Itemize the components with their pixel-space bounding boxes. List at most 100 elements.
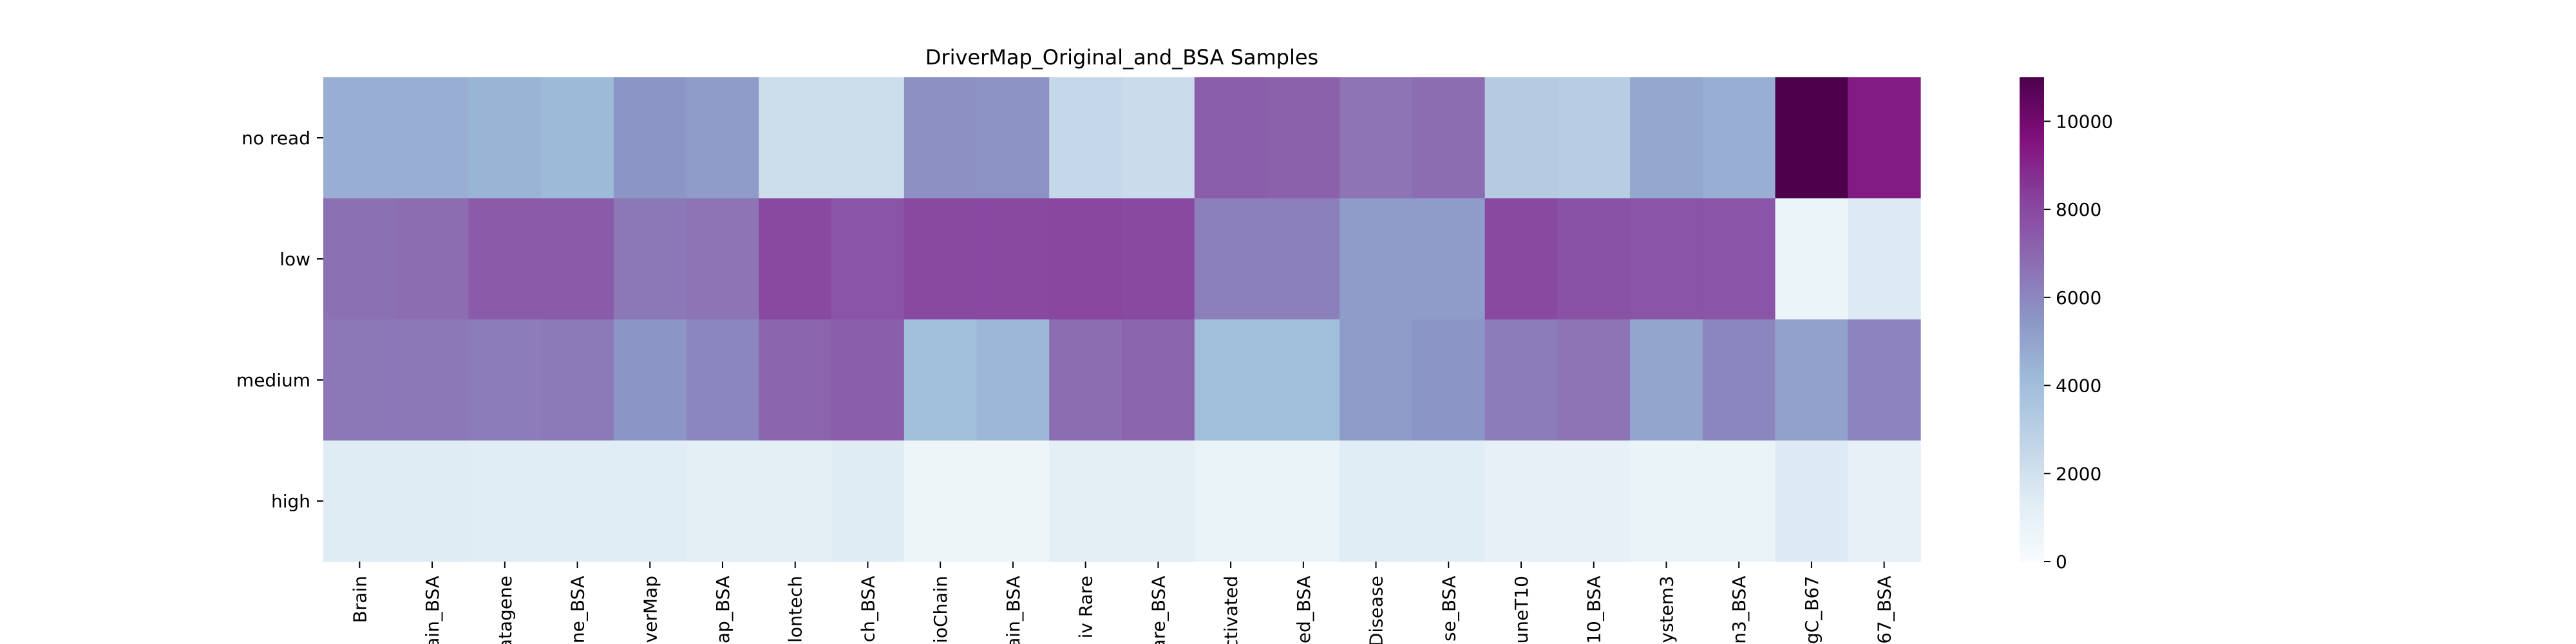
column-label: uneT10 <box>1511 576 1532 643</box>
row-label: high <box>271 491 310 512</box>
column-label: Disease <box>1366 576 1387 644</box>
heatmap-cell <box>686 198 759 320</box>
row-labels: no read low medium high <box>236 128 323 512</box>
heatmap-cell <box>1702 77 1776 199</box>
heatmap-cell <box>1775 319 1848 441</box>
colorbar-tick-label: 6000 <box>2056 287 2101 308</box>
colorbar-tick-label: 0 <box>2056 551 2067 573</box>
heatmap-cell <box>395 198 469 320</box>
colorbar: 0 2000 4000 6000 8000 10000 <box>2020 77 2113 573</box>
column-label: 10_BSA <box>1584 576 1605 644</box>
heatmap-cell <box>1775 77 1848 199</box>
colorbar-gradient <box>2020 77 2044 562</box>
heatmap-cell <box>1484 198 1558 320</box>
heatmap-cell <box>1484 319 1558 441</box>
column-label: are_BSA <box>1148 576 1169 644</box>
heatmap-cell <box>1194 319 1268 441</box>
heatmap-cell <box>468 319 542 441</box>
heatmap-cell <box>1702 198 1776 320</box>
heatmap-cell <box>1630 198 1703 320</box>
heatmap-cell <box>1557 77 1631 199</box>
heatmap-cell <box>1702 319 1776 441</box>
heatmap-cell <box>1412 319 1486 441</box>
heatmap-cell <box>1775 198 1848 320</box>
column-labels: Brain ain_BSA atagene ne_BSA verMap ap_BSA lon… <box>349 562 1895 644</box>
heatmap-cell <box>468 198 542 320</box>
heatmap-cell <box>1194 198 1268 320</box>
column-label: ystem3 <box>1656 576 1677 643</box>
column-label: Brain <box>349 576 370 623</box>
column-label: ap_BSA <box>712 576 734 643</box>
heatmap-cell <box>323 77 397 199</box>
heatmap-cell <box>1122 198 1195 320</box>
heatmap-cell <box>1049 319 1122 441</box>
row-label: medium <box>236 370 310 391</box>
heatmap-cell <box>613 77 687 199</box>
chart-title: DriverMap_Original_and_BSA Samples <box>925 45 1318 70</box>
heatmap-cell <box>904 77 978 199</box>
heatmap-cell <box>1412 77 1486 199</box>
heatmap-cell <box>1340 319 1413 441</box>
heatmap-cell <box>1412 440 1486 562</box>
heatmap-cell <box>976 319 1050 441</box>
heatmap-cell <box>468 440 542 562</box>
heatmap-cell <box>1049 198 1122 320</box>
heatmap-cell <box>1848 440 1921 562</box>
heatmap-cell <box>395 440 469 562</box>
heatmap-cell <box>976 77 1050 199</box>
heatmap-cell <box>831 319 905 441</box>
heatmap-cell <box>1848 198 1921 320</box>
column-label: ioChain <box>930 576 951 643</box>
column-label: gC_B67 <box>1801 576 1823 644</box>
heatmap-cell <box>1049 77 1122 199</box>
heatmap-cell <box>613 198 687 320</box>
heatmap-cells <box>323 77 1921 562</box>
heatmap-cell <box>323 319 397 441</box>
heatmap-cell <box>1484 77 1558 199</box>
heatmap-cell <box>1848 77 1921 199</box>
heatmap-cell <box>1775 440 1848 562</box>
heatmap-cell <box>1267 440 1340 562</box>
heatmap-cell <box>1848 319 1921 441</box>
heatmap-cell <box>1630 440 1703 562</box>
heatmap-cell <box>1557 319 1631 441</box>
heatmap-cell <box>1267 319 1340 441</box>
column-label: ne_BSA <box>567 576 589 643</box>
heatmap-cell <box>613 319 687 441</box>
heatmap-cell <box>1267 198 1340 320</box>
colorbar-tick-label: 8000 <box>2056 199 2101 220</box>
heatmap-cell <box>323 198 397 320</box>
column-label: ed_BSA <box>1293 576 1314 643</box>
row-label: no read <box>242 128 310 149</box>
heatmap-cell <box>1557 440 1631 562</box>
column-label: ain_BSA <box>422 576 443 644</box>
heatmap-cell <box>1630 77 1703 199</box>
heatmap-cell <box>759 77 832 199</box>
heatmap-cell <box>831 440 905 562</box>
heatmap-cell <box>759 319 832 441</box>
heatmap-cell <box>1340 77 1413 199</box>
heatmap-cell <box>759 440 832 562</box>
heatmap-cell <box>541 319 614 441</box>
heatmap-cell <box>759 198 832 320</box>
heatmap-cell <box>1122 319 1195 441</box>
column-label: se_BSA <box>1438 576 1459 641</box>
heatmap-cell <box>541 198 614 320</box>
heatmap-cell <box>1194 77 1268 199</box>
heatmap-cell <box>686 319 759 441</box>
column-label: iv Rare <box>1075 576 1097 638</box>
column-label: 67_BSA <box>1874 576 1895 644</box>
heatmap-cell <box>1702 440 1776 562</box>
heatmap-cell <box>1630 319 1703 441</box>
heatmap-cell <box>686 77 759 199</box>
heatmap-cell <box>395 319 469 441</box>
heatmap-cell <box>395 77 469 199</box>
heatmap-cell <box>1267 77 1340 199</box>
heatmap-cell <box>1122 440 1195 562</box>
heatmap-cell <box>1412 198 1486 320</box>
heatmap-cell <box>1340 440 1413 562</box>
column-label: ctivated <box>1220 576 1242 644</box>
heatmap-cell <box>323 440 397 562</box>
heatmap-cell <box>1049 440 1122 562</box>
